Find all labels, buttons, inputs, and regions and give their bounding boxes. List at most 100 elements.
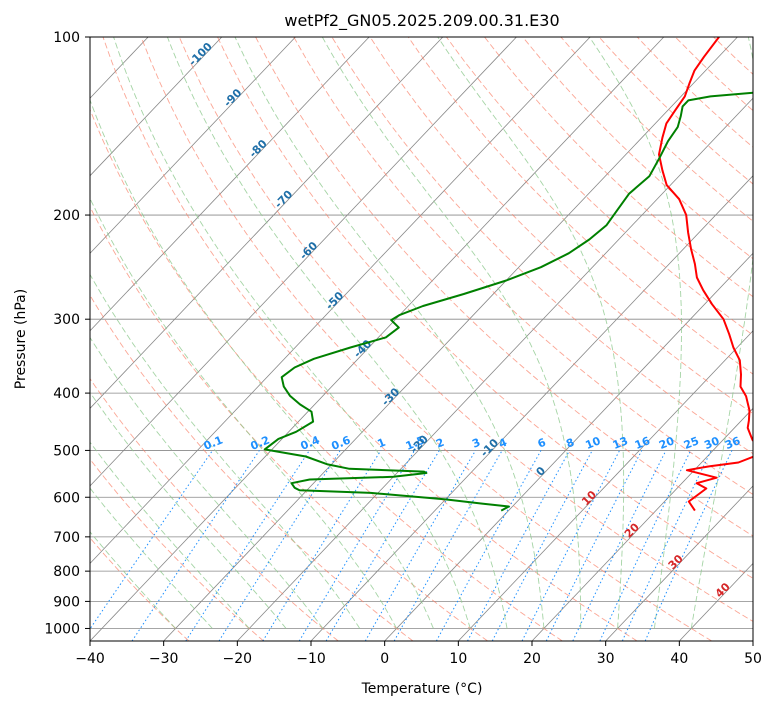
mixing-ratio-label: 25 [682, 434, 701, 452]
dry-adiabat-line [178, 37, 753, 622]
moist-adiabat-line [321, 37, 582, 629]
isotherm-line [237, 97, 753, 641]
mixing-ratio-line [467, 450, 571, 641]
moist-adiabat-line [90, 98, 434, 629]
x-tick-label: 0 [380, 651, 389, 667]
mixing-ratio-label: 30 [702, 434, 721, 452]
sounding-series [263, 37, 753, 512]
dry-adiabat-line [560, 37, 753, 222]
isotherm-line [90, 37, 591, 565]
mixing-ratio-line [599, 450, 692, 641]
y-tick-label: 400 [53, 386, 80, 402]
dewpoint-line [263, 91, 753, 512]
mixing-ratio-line [262, 450, 382, 641]
chart-title: wetPf2_GN05.2025.209.00.31.E30 [284, 11, 559, 31]
dry-adiabat-label: -90 [221, 86, 244, 109]
y-tick-label: 800 [53, 564, 80, 580]
moist-adiabat-line [690, 37, 753, 629]
dry-adiabat-line [90, 458, 264, 641]
dry-adiabat-label: -20 [408, 432, 431, 455]
dry-adiabat-line [713, 37, 753, 75]
mixing-ratio-label: 1 [376, 436, 388, 451]
isotherm-line [384, 252, 753, 641]
dry-adiabat-label: 10 [579, 488, 599, 508]
dry-adiabat-line [90, 108, 563, 641]
moist-adiabat-line [90, 391, 287, 629]
mixing-ratio-line [218, 450, 341, 641]
mixing-ratio-line [644, 450, 733, 641]
dry-adiabat-line [331, 37, 753, 455]
y-tick-label: 500 [53, 443, 80, 459]
x-tick-label: −40 [75, 651, 105, 667]
moist-adiabat-line [437, 37, 625, 629]
dry-adiabat-line [522, 37, 753, 260]
mixing-ratio-line [435, 450, 542, 641]
temperature-line [658, 37, 753, 512]
x-tick-label: 40 [670, 651, 688, 667]
mixing-ratio-label: 36 [723, 434, 742, 452]
moist-adiabat-line [589, 37, 682, 629]
mixing-ratio-label: 8 [564, 436, 576, 451]
dry-adiabat-label: -70 [272, 188, 295, 211]
mixing-ratio-line [572, 450, 667, 641]
dry-adiabat-line [293, 37, 753, 496]
mixing-ratio-line [521, 450, 621, 641]
isotherm-line [458, 330, 753, 641]
x-tick-label: −10 [296, 651, 326, 667]
dry-adiabat-line [102, 37, 638, 641]
mixing-ratio-line [545, 450, 643, 641]
y-tick-label: 100 [53, 30, 80, 46]
mixing-ratio-label: 0.4 [299, 433, 322, 452]
isotherm-line [752, 640, 753, 641]
dry-adiabat-line [446, 37, 753, 336]
isotherm-line [163, 37, 738, 641]
dry-adiabat-label: -50 [323, 289, 346, 312]
dry-adiabat-line [751, 37, 753, 39]
dry-adiabat-label: -100 [186, 40, 215, 69]
moist-adiabat-line [90, 336, 324, 629]
dry-adiabat-line [407, 37, 753, 375]
isotherm-line [0, 37, 1, 641]
x-tick-label: 20 [523, 651, 541, 667]
isotherm-line [0, 37, 74, 641]
mixing-ratio-line [393, 450, 503, 641]
isotherm-line [90, 37, 517, 487]
y-tick-label: 900 [53, 594, 80, 610]
y-tick-label: 200 [53, 208, 80, 224]
dry-adiabat-line [140, 37, 712, 641]
isotherm-line [531, 407, 753, 641]
dry-adiabat-line [636, 37, 753, 148]
moist-adiabat-line [113, 37, 471, 629]
x-axis-ticks: −40 −30 −20 −10 0 10 20 30 40 50 [75, 641, 762, 667]
y-tick-label: 600 [53, 490, 80, 506]
dry-adiabat-line [90, 205, 488, 641]
x-tick-label: −30 [149, 651, 179, 667]
x-tick-label: 50 [744, 651, 762, 667]
background-lines [0, 37, 753, 641]
mixing-ratio-label: 13 [611, 434, 630, 452]
x-tick-label: −20 [223, 651, 253, 667]
dry-adiabat-line [90, 377, 339, 641]
isotherm-line [90, 37, 444, 409]
mixing-ratio-line [90, 450, 214, 630]
mixing-ratio-line [131, 450, 260, 641]
isotherm-line [605, 485, 753, 641]
mixing-ratio-label: 10 [583, 434, 602, 452]
mixing-ratio-label: 3 [470, 436, 482, 451]
y-axis-ticks: 1000 900 800 700 600 500 400 300 200 100 [44, 30, 90, 637]
dry-adiabat-line [217, 37, 753, 579]
x-axis-title: Temperature (°C) [361, 681, 483, 697]
y-axis-title: Pressure (hPa) [13, 289, 29, 389]
dry-adiabat-line [255, 37, 753, 537]
isotherm-line [310, 175, 753, 641]
dry-adiabat-label: -80 [247, 137, 270, 160]
mixing-ratio-label: 0.1 [202, 433, 225, 452]
mixing-ratio-line [185, 450, 310, 641]
isotherm-line [679, 562, 753, 641]
moist-adiabat-line [234, 37, 545, 629]
mixing-ratio-label: 2 [434, 436, 446, 451]
isotherm-line [90, 37, 296, 254]
dry-adiabat-label: 40 [713, 580, 733, 600]
moist-adiabat-line [166, 37, 508, 629]
